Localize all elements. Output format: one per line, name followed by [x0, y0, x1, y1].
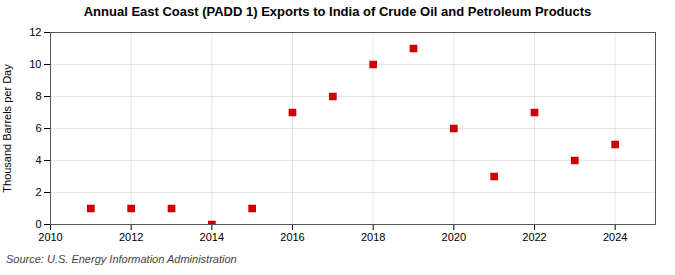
- svg-text:2018: 2018: [361, 231, 385, 243]
- svg-text:2016: 2016: [280, 231, 304, 243]
- html-text:Source: U.S. Energy Informatio: Source: U.S. Energy Information Administ…: [6, 253, 237, 265]
- svg-text:2024: 2024: [603, 231, 627, 243]
- svg-text:2: 2: [35, 186, 41, 198]
- svg-text:2014: 2014: [200, 231, 224, 243]
- svg-text:6: 6: [35, 122, 41, 134]
- svg-text:8: 8: [35, 90, 41, 102]
- html-text:Annual East Coast (PADD 1) Exp: Annual East Coast (PADD 1) Exports to In…: [83, 4, 592, 19]
- svg-text:2020: 2020: [442, 231, 466, 243]
- svg-text:0: 0: [35, 218, 41, 230]
- svg-text:2010: 2010: [38, 231, 62, 243]
- svg-text:Thousand Barrels per Day: Thousand Barrels per Day: [1, 64, 13, 193]
- svg-text:4: 4: [35, 154, 41, 166]
- svg-text:2022: 2022: [522, 231, 546, 243]
- svg-text:10: 10: [29, 58, 41, 70]
- svg-text:2012: 2012: [119, 231, 143, 243]
- svg-text:12: 12: [29, 26, 41, 38]
